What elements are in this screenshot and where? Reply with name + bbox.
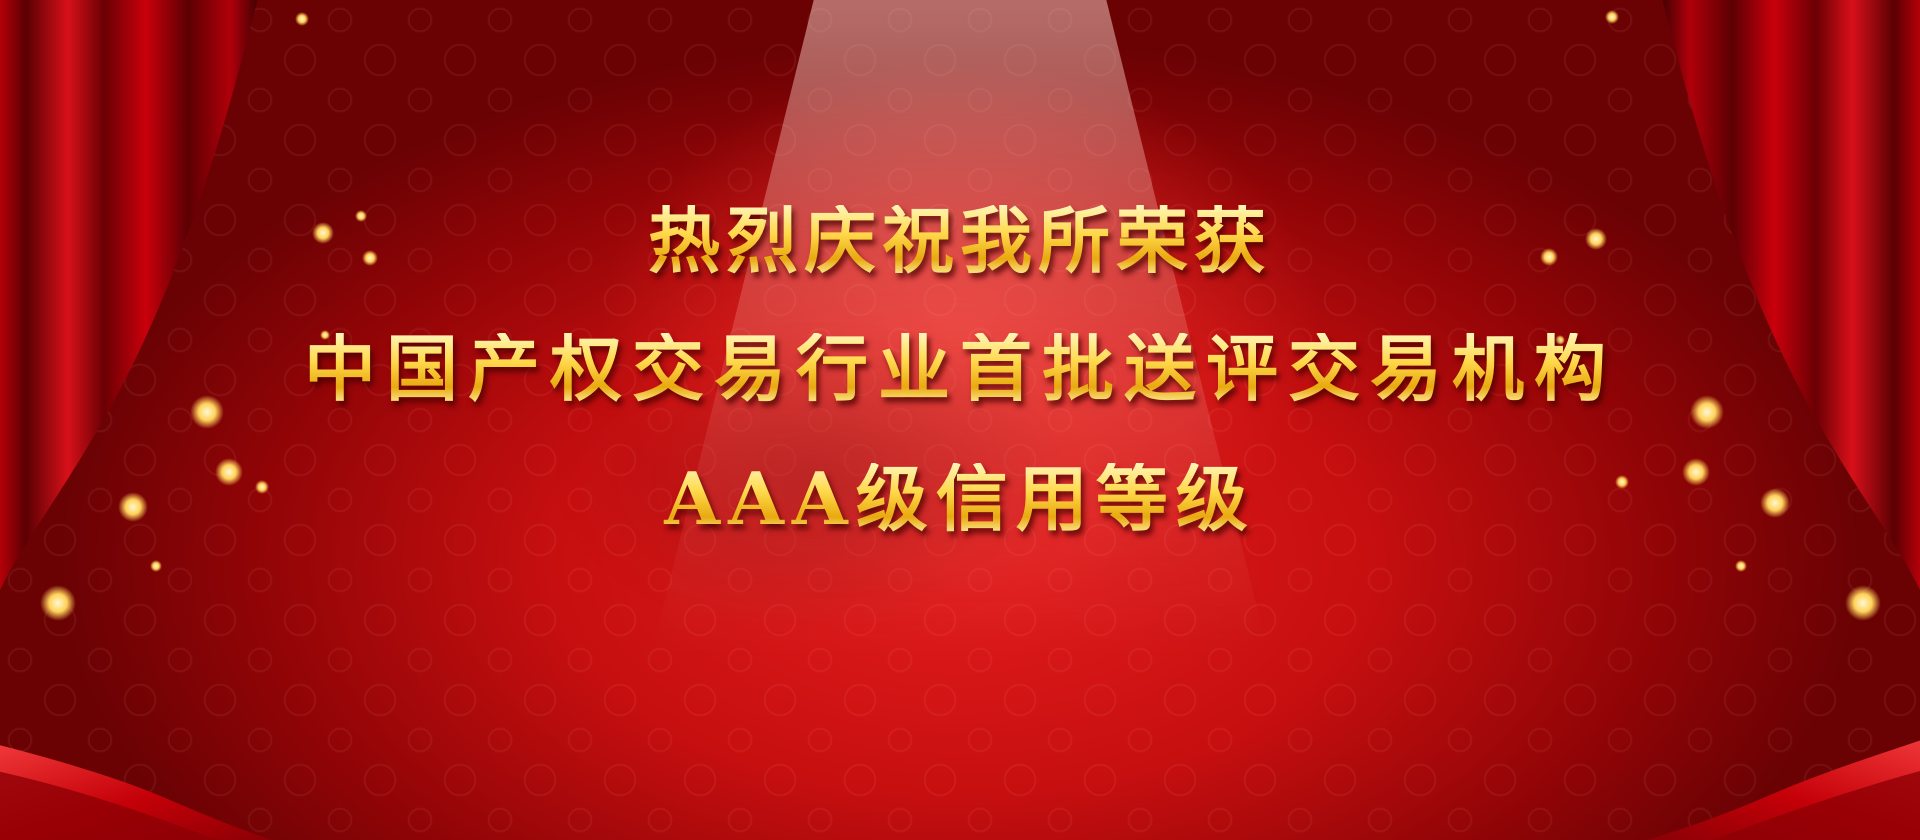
sparkle	[1615, 475, 1629, 489]
banner-title: 热烈庆祝我所荣获 中国产权交易行业首批送评交易机构 AAA级信用等级	[0, 205, 1920, 535]
sparkle	[1555, 335, 1565, 345]
sparkle	[150, 560, 162, 572]
sparkle	[1735, 560, 1747, 572]
sparkle	[1760, 488, 1790, 518]
sparkle	[40, 585, 76, 621]
sparkle	[1682, 458, 1710, 486]
sparkle	[118, 492, 148, 522]
sparkle	[355, 210, 367, 222]
right-ribbon	[1645, 740, 1920, 840]
sparkle	[312, 222, 334, 244]
sparkle	[320, 330, 330, 340]
sparkle	[255, 480, 269, 494]
sparkle	[362, 250, 378, 266]
sparkle	[295, 12, 309, 26]
banner-line-1: 热烈庆祝我所荣获	[0, 205, 1920, 277]
sparkle	[190, 395, 224, 429]
sparkle	[215, 458, 243, 486]
right-curtain	[1662, 0, 1920, 590]
sparkle	[1845, 585, 1881, 621]
sparkle	[1585, 228, 1607, 250]
sparkle	[1605, 10, 1619, 24]
left-ribbon	[0, 745, 273, 840]
sparkle	[1540, 248, 1558, 266]
left-curtain	[0, 0, 258, 590]
banner-line-3: AAA级信用等级	[0, 463, 1920, 535]
sparkle	[1690, 395, 1724, 429]
banner-line-2: 中国产权交易行业首批送评交易机构	[0, 333, 1920, 405]
